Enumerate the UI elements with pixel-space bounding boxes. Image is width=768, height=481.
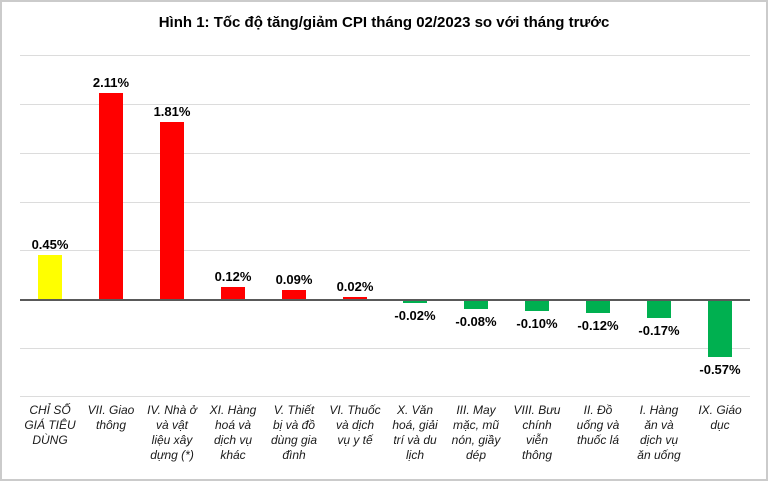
gridline bbox=[20, 153, 750, 154]
bar bbox=[221, 287, 245, 299]
bar-value-label: 0.12% bbox=[214, 269, 252, 284]
bar-value-label: -0.17% bbox=[638, 323, 680, 338]
bar-value-label: -0.08% bbox=[455, 314, 497, 329]
category-label: I. Hàng ăn và dịch vụ ăn uống bbox=[637, 403, 681, 462]
x-axis-zero-line bbox=[20, 299, 750, 301]
bar bbox=[647, 301, 671, 318]
bar-value-label: -0.10% bbox=[516, 316, 558, 331]
category-label: III. May mặc, mũ nón, giầy dép bbox=[451, 403, 501, 462]
bar-value-label: -0.12% bbox=[577, 318, 619, 333]
gridline bbox=[20, 104, 750, 105]
chart-title: Hình 1: Tốc độ tăng/giảm CPI tháng 02/20… bbox=[158, 14, 610, 31]
bar-value-label: -0.02% bbox=[394, 308, 436, 323]
category-label: V. Thiết bị và đồ dùng gia đình bbox=[270, 403, 318, 462]
bar-value-label: -0.57% bbox=[699, 362, 741, 377]
x-axis-labels: CHỈ SỐ GIÁ TIÊU DÙNG VII. Giao thông IV. N… bbox=[20, 403, 750, 475]
bar bbox=[282, 290, 306, 299]
bar-value-label: 0.09% bbox=[275, 272, 313, 287]
bar-value-label: 0.02% bbox=[336, 279, 374, 294]
category-label: CHỈ SỐ GIÁ TIÊU DÙNG bbox=[24, 403, 76, 447]
gridline bbox=[20, 250, 750, 251]
bar bbox=[525, 301, 549, 311]
category-label: X. Văn hoá, giải trí và du lịch bbox=[392, 403, 438, 462]
bar-value-label: 2.11% bbox=[92, 75, 130, 90]
bar-value-label: 1.81% bbox=[153, 104, 191, 119]
gridline bbox=[20, 348, 750, 349]
bar bbox=[160, 122, 184, 299]
category-label: XI. Hàng hoá và dịch vụ khác bbox=[209, 403, 257, 462]
bar bbox=[708, 301, 732, 357]
category-label: VII. Giao thông bbox=[87, 403, 135, 432]
bar bbox=[403, 301, 427, 303]
bar bbox=[99, 93, 123, 299]
bar-value-label: 0.45% bbox=[31, 237, 69, 252]
gridline bbox=[20, 202, 750, 203]
bar bbox=[38, 255, 62, 299]
bar bbox=[586, 301, 610, 313]
bar bbox=[464, 301, 488, 309]
category-label: II. Đồ uống và thuốc lá bbox=[576, 403, 620, 447]
category-label: VI. Thuốc và dịch vụ y tế bbox=[329, 403, 381, 447]
category-label: VIII. Bưu chính viễn thông bbox=[513, 403, 561, 462]
gridline bbox=[20, 396, 750, 397]
gridline bbox=[20, 55, 750, 56]
plot-area: 0.45% 2.11% 1.81% 0.12% 0.09% 0.02% -0.02% -0.0… bbox=[20, 55, 750, 397]
bar bbox=[343, 297, 367, 299]
category-label: IV. Nhà ở và vật liệu xây dựng (*) bbox=[147, 403, 197, 462]
category-label: IX. Giáo dục bbox=[698, 403, 742, 432]
